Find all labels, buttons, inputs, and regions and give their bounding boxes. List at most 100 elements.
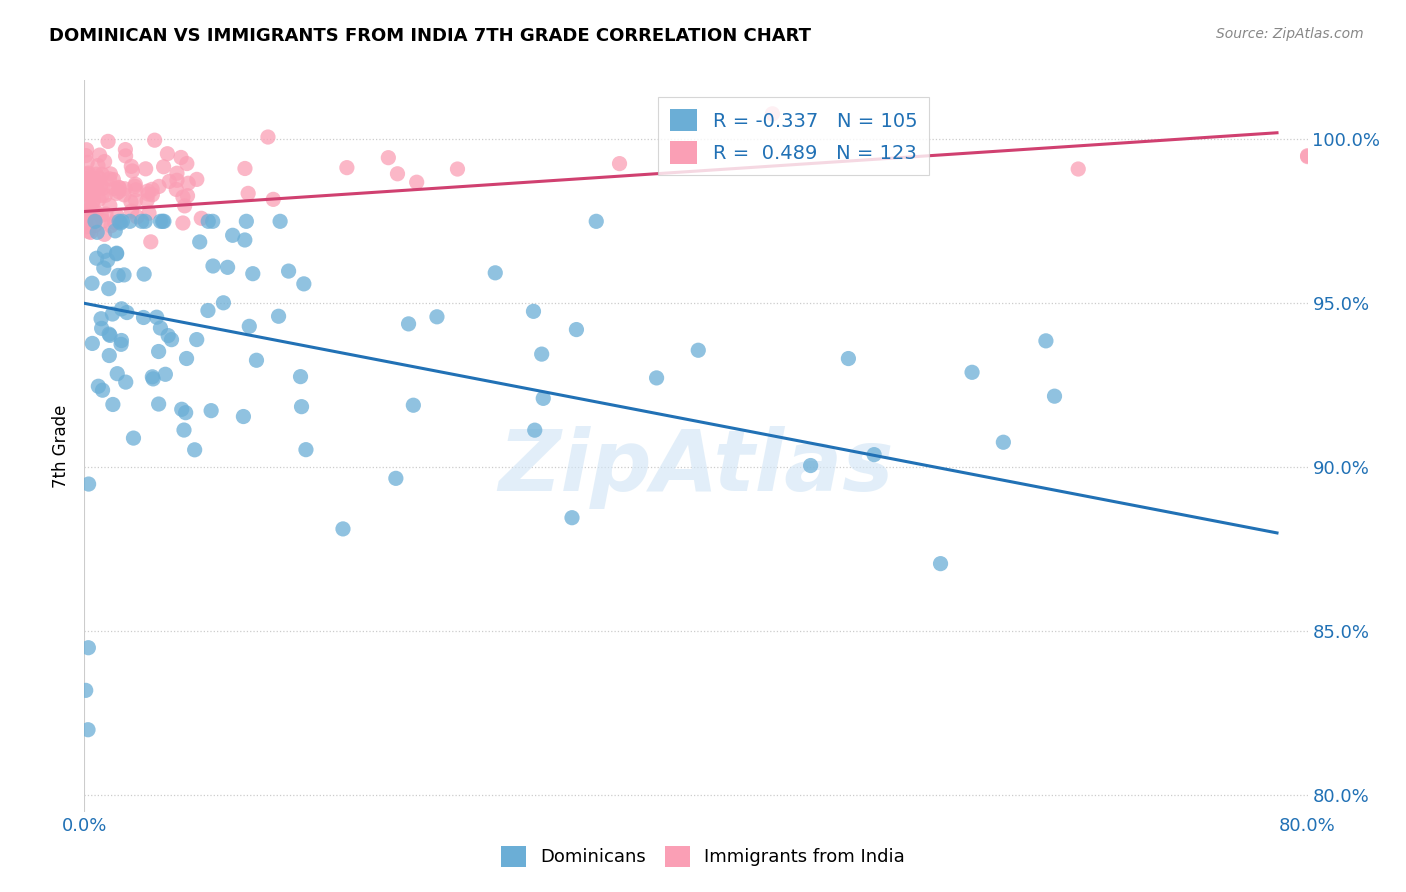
Point <box>235 214 257 228</box>
Point <box>125 183 148 197</box>
Point <box>101 397 124 411</box>
Point <box>124 179 146 194</box>
Point <box>125 210 148 224</box>
Point <box>98 171 121 186</box>
Point <box>398 317 420 331</box>
Point <box>1067 161 1090 176</box>
Point <box>290 369 312 384</box>
Point <box>91 181 114 195</box>
Point <box>405 175 427 189</box>
Point <box>124 178 146 192</box>
Point <box>153 214 176 228</box>
Point <box>84 182 107 196</box>
Point <box>155 368 177 382</box>
Point <box>83 178 105 192</box>
Point <box>75 186 97 200</box>
Point <box>136 186 159 201</box>
Point <box>201 259 224 273</box>
Point <box>800 458 823 473</box>
Point <box>82 336 104 351</box>
Point <box>75 216 97 230</box>
Point <box>138 206 160 220</box>
Point <box>82 186 104 200</box>
Point <box>257 130 280 145</box>
Point <box>84 183 107 197</box>
Point <box>172 190 194 204</box>
Point <box>76 155 98 169</box>
Point <box>245 353 267 368</box>
Point <box>79 206 101 220</box>
Point <box>157 328 180 343</box>
Point <box>121 164 143 178</box>
Point <box>103 181 125 195</box>
Point <box>110 337 132 351</box>
Point <box>76 143 98 157</box>
Point <box>77 723 100 737</box>
Point <box>82 196 104 211</box>
Point <box>83 219 105 233</box>
Point <box>98 327 121 342</box>
Point <box>86 167 108 181</box>
Point <box>960 365 983 379</box>
Point <box>90 188 112 202</box>
Point <box>110 216 132 230</box>
Point <box>135 161 157 176</box>
Point <box>89 148 111 162</box>
Point <box>688 343 710 358</box>
Point <box>107 268 129 283</box>
Point <box>77 640 100 655</box>
Point <box>105 246 128 260</box>
Point <box>105 210 128 224</box>
Point <box>103 172 125 186</box>
Point <box>148 397 170 411</box>
Point <box>79 170 101 185</box>
Point <box>75 148 97 162</box>
Point <box>176 351 198 366</box>
Point <box>166 166 188 180</box>
Point <box>377 151 399 165</box>
Point <box>93 154 115 169</box>
Point <box>484 266 506 280</box>
Point <box>90 311 112 326</box>
Point <box>236 186 259 201</box>
Point <box>530 347 553 361</box>
Point <box>108 214 131 228</box>
Point <box>114 182 136 196</box>
Point <box>233 233 256 247</box>
Point <box>94 188 117 202</box>
Point <box>761 107 783 121</box>
Point <box>114 149 136 163</box>
Point <box>863 448 886 462</box>
Point <box>115 305 138 319</box>
Point <box>1043 389 1066 403</box>
Point <box>108 180 131 194</box>
Point <box>426 310 449 324</box>
Point <box>136 194 159 208</box>
Text: ZipAtlas: ZipAtlas <box>498 426 894 509</box>
Point <box>134 214 156 228</box>
Point <box>262 192 284 206</box>
Point <box>242 267 264 281</box>
Point <box>122 431 145 445</box>
Point <box>112 268 135 282</box>
Point <box>188 235 211 249</box>
Point <box>197 214 219 228</box>
Point <box>84 174 107 188</box>
Point <box>79 202 101 217</box>
Point <box>77 166 100 180</box>
Point <box>100 219 122 233</box>
Point <box>170 151 193 165</box>
Point <box>120 159 142 173</box>
Point <box>80 201 103 215</box>
Point <box>75 184 97 198</box>
Point <box>609 156 631 170</box>
Point <box>1296 150 1319 164</box>
Point <box>98 328 121 343</box>
Point <box>149 321 172 335</box>
Point <box>197 303 219 318</box>
Point <box>993 435 1015 450</box>
Point <box>93 227 115 242</box>
Point <box>75 211 97 225</box>
Point <box>148 179 170 194</box>
Point <box>170 402 193 417</box>
